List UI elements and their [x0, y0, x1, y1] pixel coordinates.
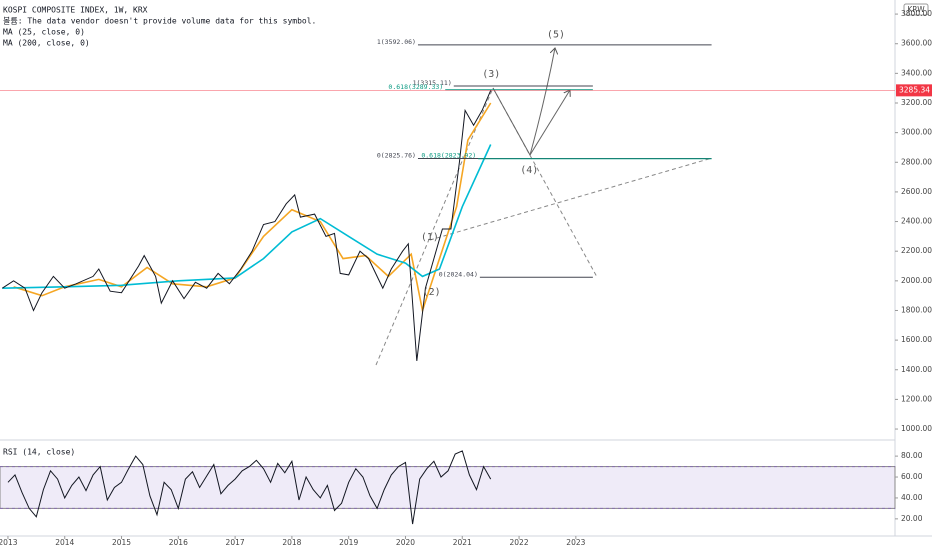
wave-label: (1) [421, 232, 439, 243]
y-tick-label: 3200.00 [901, 98, 932, 107]
x-tick-label: 2014 [55, 538, 74, 547]
x-tick-label: 2015 [112, 538, 131, 547]
x-tick-label: 2023 [566, 538, 585, 547]
y-tick-label: 2800.00 [901, 157, 932, 166]
y-tick-label: 2000.00 [901, 276, 932, 285]
y-tick-label: 3000.00 [901, 128, 932, 137]
fib-label: 1(3592.06) [377, 38, 416, 46]
x-tick-label: 2019 [339, 538, 358, 547]
wave-label: (2) [423, 287, 441, 298]
y-tick-label: 2600.00 [901, 187, 932, 196]
y-tick-label: 1200.00 [901, 394, 932, 403]
y-tick-label: 60.00 [901, 472, 923, 481]
legend-entry: MA (25, close, 0) [3, 28, 85, 37]
x-tick-label: 2020 [396, 538, 415, 547]
wave-label: (3) [482, 69, 500, 80]
y-tick-label: 3600.00 [901, 39, 932, 48]
trend-line [375, 87, 494, 366]
y-tick-label: 40.00 [901, 493, 923, 502]
last-price-label: 3285.34 [899, 85, 930, 94]
rsi-band [0, 466, 896, 509]
x-tick-label: 2016 [169, 538, 188, 547]
y-tick-label: 1600.00 [901, 335, 932, 344]
series-line [2, 144, 492, 289]
y-tick-label: 1000.00 [901, 424, 932, 433]
x-tick-label: 2017 [226, 538, 245, 547]
y-tick-label: 3800.00 [901, 9, 932, 18]
wave-label: (5) [547, 30, 565, 41]
y-tick-label: 1400.00 [901, 365, 932, 374]
fib-label: 0.618(3289.33) [388, 83, 443, 91]
y-tick-label: 80.00 [901, 451, 923, 460]
fib-label: 0(2825.76) [377, 151, 416, 159]
y-tick-label: 1800.00 [901, 305, 932, 314]
series-line [2, 90, 492, 361]
y-tick-label: 3400.00 [901, 68, 932, 77]
series-line [7, 450, 492, 525]
drawings [0, 48, 896, 509]
fib-label: 0(2024.04) [439, 270, 478, 278]
currency-box [903, 3, 929, 16]
fib-label: 1(3315.11) [413, 79, 452, 87]
x-tick-label: 2013 [0, 538, 18, 547]
last-price-tag [896, 84, 932, 97]
rsi-title: RSI (14, close) [3, 448, 75, 457]
y-tick-label: 2200.00 [901, 246, 932, 255]
x-tick-label: 2022 [510, 538, 529, 547]
y-tick-label: 2400.00 [901, 217, 932, 226]
wave-label: (4) [520, 165, 538, 176]
series-line [13, 102, 492, 314]
fib-label: 0.618(2823.92) [421, 152, 476, 160]
notice: 볼륨: The data vendor doesn't provide volu… [3, 16, 316, 26]
x-tick-label: 2018 [282, 538, 301, 547]
x-tick-label: 2021 [453, 538, 472, 547]
y-tick-label: 20.00 [901, 514, 923, 523]
legend-entry: MA (200, close, 0) [3, 39, 90, 48]
currency: KRW [907, 5, 925, 14]
chart-title: KOSPI COMPOSITE INDEX, 1W, KRX [3, 6, 148, 15]
wave-path [529, 48, 555, 156]
